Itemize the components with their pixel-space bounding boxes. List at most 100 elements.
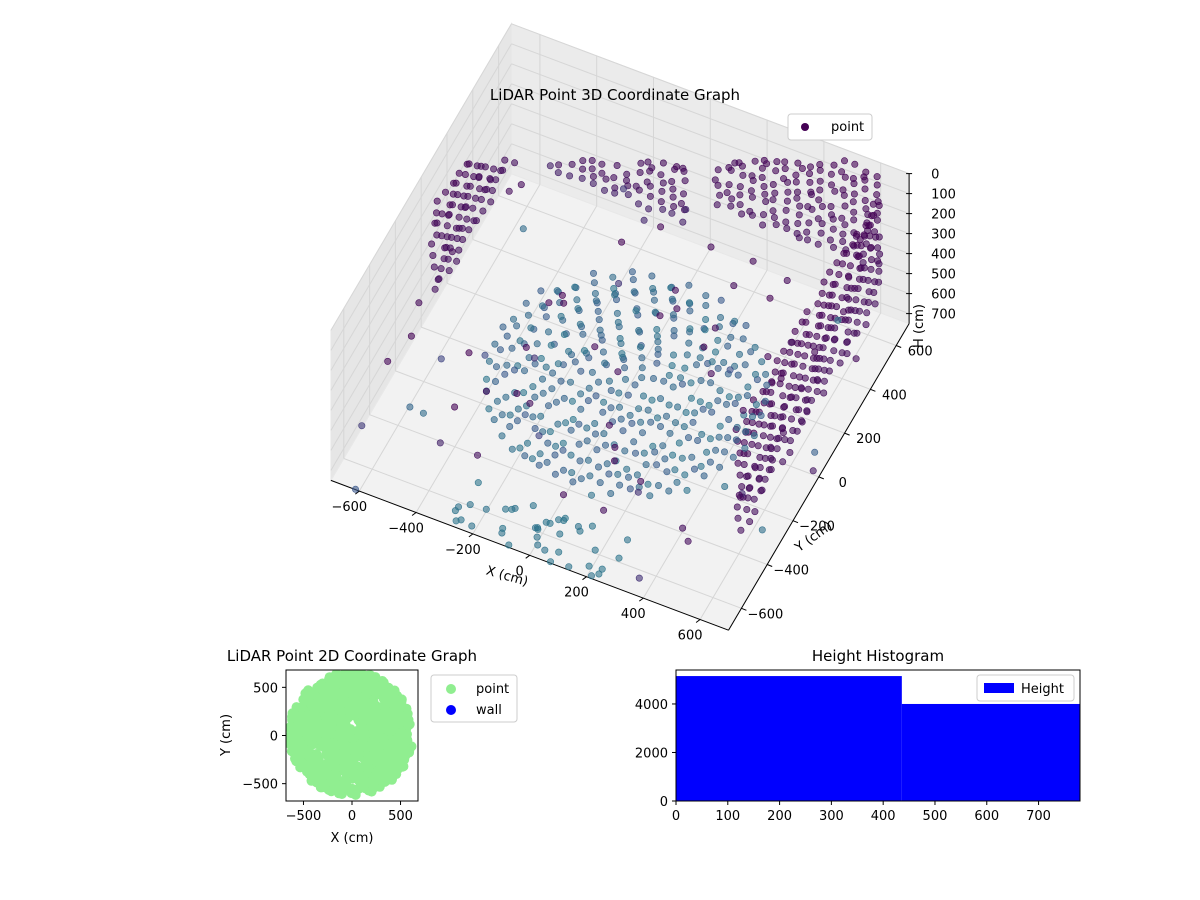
data-point-3d [828,291,836,299]
data-point-3d [772,167,780,175]
data-point-3d [519,225,527,233]
data-point-3d [407,332,415,340]
data-point-3d [678,380,686,388]
data-point-3d [771,412,779,420]
data-point-3d [591,343,599,351]
data-point-3d [577,405,585,413]
data-point-3d [679,524,687,532]
data-point-3d [499,323,507,331]
data-point-3d [628,268,636,276]
data-point-3d [748,440,756,448]
data-point-3d [844,328,852,336]
grid-line [421,326,819,478]
data-point-3d [538,302,546,310]
data-point-3d [805,170,813,178]
data-point-2d [365,682,376,693]
data-point-3d [818,203,826,211]
data-point-3d [728,195,736,203]
grid-line [511,103,910,255]
x-tick-label-3d: −200 [445,543,481,558]
data-point-3d [711,348,719,356]
zlabel-3d: H (cm) [912,304,927,348]
data-point-3d [611,291,619,299]
data-point-3d [465,349,473,357]
data-point-3d [802,318,810,326]
data-point-3d [544,402,552,410]
data-point-3d [767,454,775,462]
data-point-3d [648,272,656,280]
legend-3d-label: point [831,120,864,135]
y-tick-label-3d: 0 [839,476,847,491]
data-point-3d [548,385,556,393]
data-point-3d [566,172,574,180]
data-point-3d [485,405,493,413]
grid-line [395,370,794,522]
data-point-3d [816,177,824,185]
data-point-2d [296,702,307,713]
data-point-3d [554,420,562,428]
data-point-3d [591,289,599,297]
data-point-3d [793,188,801,196]
data-point-3d [600,186,608,194]
data-point-3d [530,354,538,362]
data-point-3d [640,449,648,457]
data-point-3d [806,163,814,171]
data-point-3d [463,215,471,223]
data-point-3d [772,221,780,229]
data-point-3d [724,342,732,350]
legend-3d-box [787,113,873,141]
data-point-3d [870,211,878,219]
data-point-3d [562,419,570,427]
data-point-3d [836,359,844,367]
data-point-3d [748,413,756,421]
data-point-3d [685,281,693,289]
data-point-3d [856,236,864,244]
data-point-3d [549,369,557,377]
data-point-3d [614,368,622,376]
data-point-3d [781,359,789,367]
data-point-3d [592,297,600,305]
data-point-3d [702,292,710,300]
data-point-3d [490,416,498,424]
data-point-3d [594,307,602,315]
data-point-3d [649,284,657,292]
data-point-3d [839,238,847,246]
data-point-3d [714,364,722,372]
data-point-2d [289,709,299,720]
data-point-3d [601,441,609,449]
data-point-3d [657,223,665,231]
data-point-2d [320,717,331,728]
data-point-3d [493,397,501,405]
data-point-3d [744,472,752,480]
data-point-3d [646,167,654,175]
data-point-3d [830,347,838,355]
data-point-3d [843,338,851,346]
data-point-2d [327,687,337,698]
data-point-3d [565,563,573,571]
data-point-3d [591,419,599,427]
data-point-3d [668,362,676,370]
data-point-3d [866,221,874,229]
data-point-3d [537,354,545,362]
data-point-3d [779,392,787,400]
data-point-3d [853,329,861,337]
data-point-3d [428,240,436,248]
data-point-3d [857,242,865,250]
data-point-3d [736,471,744,479]
data-point-3d [358,422,366,430]
data-point-3d [569,478,577,486]
data-point-3d [733,423,741,431]
data-point-3d [849,198,857,206]
data-point-3d [762,198,770,206]
data-point-3d [676,374,684,382]
data-point-3d [640,216,648,224]
data-point-3d [610,174,618,182]
data-point-3d [610,284,618,292]
data-point-3d [437,355,445,363]
data-point-3d [680,167,688,175]
data-point-2d [311,777,322,788]
data-point-3d [492,176,500,184]
y-tick-label-3d: 200 [856,432,881,447]
histogram-bar [676,676,902,801]
data-point-3d [513,417,521,425]
